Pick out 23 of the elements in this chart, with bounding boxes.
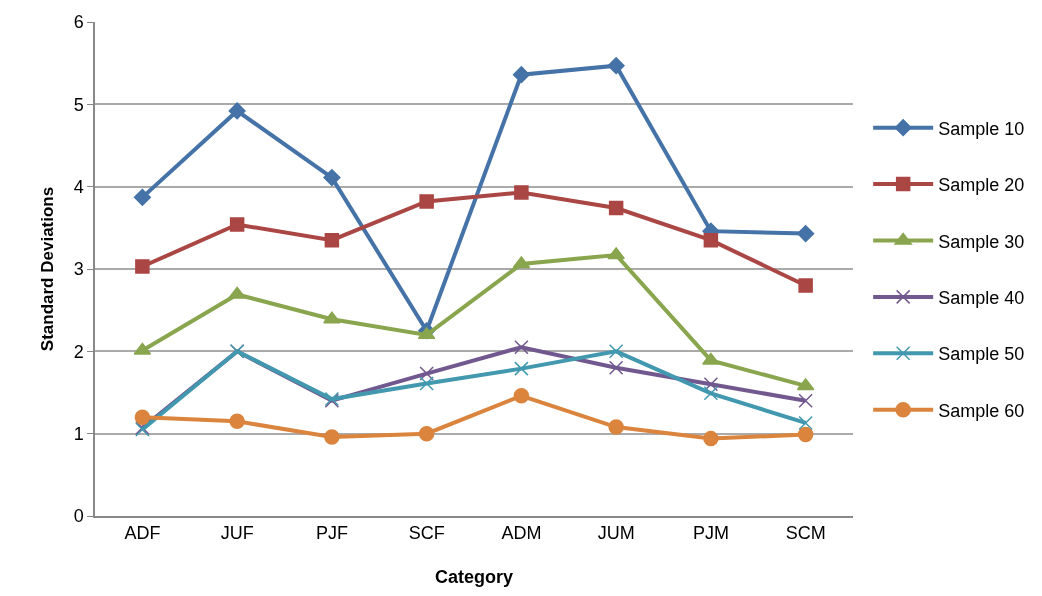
legend-label: Sample 10 bbox=[938, 118, 1025, 139]
x-axis-title: Category bbox=[434, 566, 514, 587]
legend-label: Sample 50 bbox=[938, 344, 1025, 365]
legend-label: Sample 60 bbox=[938, 400, 1025, 421]
x-tick-label: JUF bbox=[220, 523, 254, 544]
x-tick-label: PJM bbox=[692, 523, 729, 544]
y-tick-label: 6 bbox=[73, 12, 84, 33]
x-tick-label: ADF bbox=[124, 523, 161, 544]
x-tick-label: ADM bbox=[501, 523, 542, 544]
legend-label: Sample 30 bbox=[938, 231, 1025, 252]
legend-label: Sample 40 bbox=[938, 287, 1025, 308]
x-tick-label: JUM bbox=[597, 523, 635, 544]
x-tick-label: PJF bbox=[315, 523, 348, 544]
y-tick-label: 1 bbox=[73, 423, 84, 444]
x-tick-label: SCM bbox=[785, 523, 826, 544]
y-tick-label: 2 bbox=[73, 341, 84, 362]
y-tick-label: 3 bbox=[73, 259, 84, 280]
x-tick-label: SCF bbox=[408, 523, 445, 544]
y-axis-title: Standard Deviations bbox=[37, 186, 57, 352]
y-tick-label: 4 bbox=[73, 176, 84, 197]
legend-label: Sample 20 bbox=[938, 175, 1025, 196]
y-tick-label: 5 bbox=[73, 94, 84, 115]
y-tick-label: 0 bbox=[73, 506, 84, 527]
